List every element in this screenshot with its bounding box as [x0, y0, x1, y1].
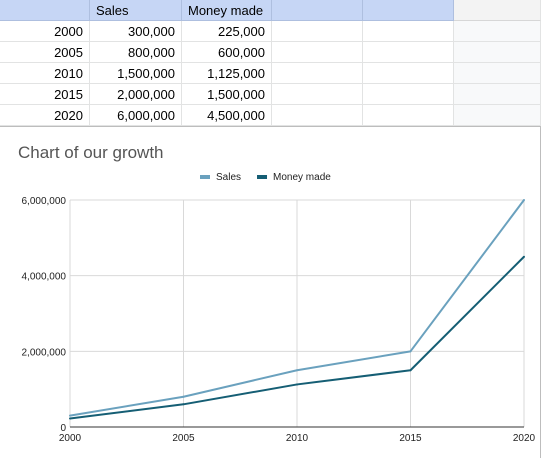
empty-cell[interactable]	[363, 63, 454, 84]
empty-cell[interactable]	[363, 105, 454, 126]
table-row: 2010 1,500,000 1,125,000	[0, 63, 541, 84]
data-point	[296, 369, 298, 372]
table-row: 2015 2,000,000 1,500,000	[0, 84, 541, 105]
x-tick-label: 2005	[172, 433, 195, 444]
y-tick-label: 6,000,000	[22, 196, 67, 207]
money-made-cell[interactable]: 4,500,000	[182, 105, 272, 126]
x-tick-label: 2015	[399, 433, 422, 444]
y-tick-label: 2,000,000	[22, 347, 67, 358]
empty-cell[interactable]	[272, 42, 363, 63]
x-tick-label: 2020	[513, 433, 536, 444]
empty-cell[interactable]	[454, 63, 541, 84]
year-cell[interactable]: 2015	[0, 84, 90, 105]
year-cell[interactable]: 2000	[0, 21, 90, 42]
empty-cell[interactable]	[454, 42, 541, 63]
sales-cell[interactable]: 800,000	[90, 42, 182, 63]
data-point	[523, 199, 525, 201]
data-point	[69, 417, 71, 420]
data-point	[296, 383, 298, 386]
year-cell[interactable]: 2020	[0, 105, 90, 126]
header-cell-sales[interactable]: Sales	[90, 0, 182, 21]
year-cell[interactable]: 2010	[0, 63, 90, 84]
line-chart[interactable]: Chart of our growth 0 2,000,000 4,000,000 6…	[0, 126, 541, 458]
legend-swatch-money-made	[257, 175, 268, 179]
empty-cell[interactable]	[272, 105, 363, 126]
header-cell-f[interactable]	[454, 0, 541, 21]
x-tick-label: 2000	[59, 433, 82, 444]
legend-swatch-sales	[200, 175, 210, 179]
x-tick-label: 2010	[286, 433, 309, 444]
sales-cell[interactable]: 2,000,000	[90, 84, 182, 105]
legend-label: Money made	[273, 172, 331, 183]
empty-cell[interactable]	[454, 84, 541, 105]
header-cell-a[interactable]	[0, 0, 90, 21]
spreadsheet-grid: Sales Money made 2000 300,000 225,000 20…	[0, 0, 541, 126]
header-cell-money-made[interactable]: Money made	[182, 0, 272, 21]
empty-cell[interactable]	[272, 63, 363, 84]
data-point	[182, 395, 185, 398]
legend-label: Sales	[216, 172, 241, 183]
empty-cell[interactable]	[272, 84, 363, 105]
year-cell[interactable]: 2005	[0, 42, 90, 63]
empty-cell[interactable]	[454, 105, 541, 126]
money-made-cell[interactable]: 1,500,000	[182, 84, 272, 105]
empty-cell[interactable]	[363, 42, 454, 63]
empty-cell[interactable]	[272, 21, 363, 42]
header-cell-e[interactable]	[363, 0, 454, 21]
y-tick-label: 0	[60, 423, 66, 434]
y-tick-label: 4,000,000	[22, 272, 67, 283]
data-point	[182, 403, 185, 406]
table-row: 2000 300,000 225,000	[0, 21, 541, 42]
data-point	[409, 369, 412, 372]
empty-cell[interactable]	[363, 21, 454, 42]
table-row: 2005 800,000 600,000	[0, 42, 541, 63]
sales-cell[interactable]: 1,500,000	[90, 63, 182, 84]
empty-cell[interactable]	[454, 21, 541, 42]
money-made-cell[interactable]: 1,125,000	[182, 63, 272, 84]
chart-title: Chart of our growth	[18, 143, 164, 162]
header-row: Sales Money made	[0, 0, 541, 21]
money-made-cell[interactable]: 600,000	[182, 42, 272, 63]
sales-cell[interactable]: 6,000,000	[90, 105, 182, 126]
money-made-cell[interactable]: 225,000	[182, 21, 272, 42]
header-cell-d[interactable]	[272, 0, 363, 21]
data-point	[409, 350, 412, 353]
chart-plot: 0 2,000,000 4,000,000 6,000,000 2000 2005 2010…	[22, 172, 536, 444]
table-row: 2020 6,000,000 4,500,000	[0, 105, 541, 126]
empty-cell[interactable]	[363, 84, 454, 105]
data-point	[523, 255, 525, 258]
data-point	[69, 414, 71, 417]
sales-cell[interactable]: 300,000	[90, 21, 182, 42]
